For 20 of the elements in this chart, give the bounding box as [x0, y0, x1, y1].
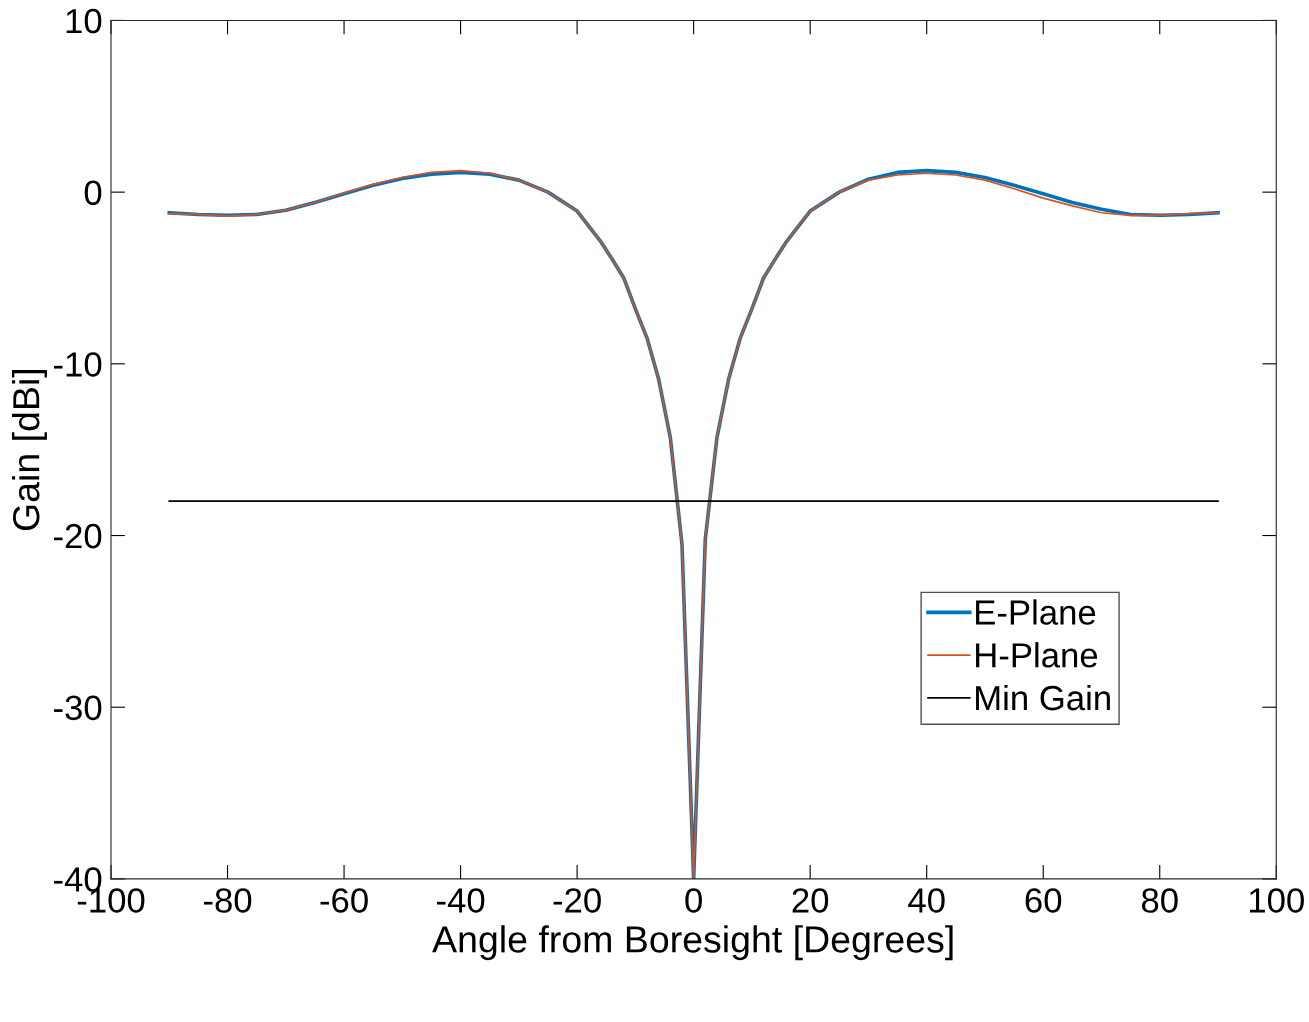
legend-label: E-Plane	[976, 599, 1096, 625]
x-axis-title: Angle from Boresight [Degrees]	[432, 925, 953, 961]
x-tick-label: -60	[320, 888, 368, 913]
x-tick-label: -20	[553, 888, 601, 913]
legend-label: H-Plane	[976, 642, 1098, 668]
legend-label: Min Gain	[976, 684, 1110, 711]
y-axis-title: Gain [dBi]	[11, 370, 47, 531]
x-tick-label: 80	[1141, 888, 1178, 913]
y-tick-label: -10	[54, 352, 102, 377]
x-tick-label: 0	[685, 888, 702, 913]
x-tick-label: -40	[437, 888, 485, 913]
x-tick-label: 40	[908, 888, 945, 913]
x-tick-label: 20	[792, 888, 829, 913]
y-tick-label: 10	[66, 8, 102, 34]
y-tick-label: -20	[54, 523, 102, 549]
y-tick-label: 0	[84, 180, 102, 206]
x-tick-label: 60	[1025, 888, 1062, 913]
y-tick-label: -30	[54, 695, 102, 721]
x-tick-label: 100	[1249, 888, 1304, 913]
x-tick-label: -80	[203, 888, 252, 913]
